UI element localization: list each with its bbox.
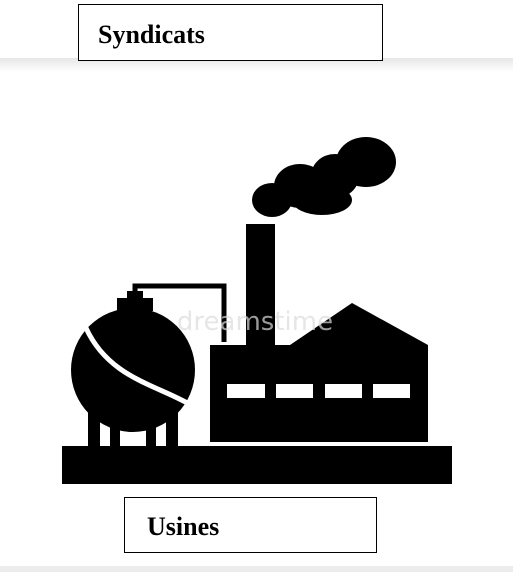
factory-picture: dreamstime bbox=[0, 0, 513, 572]
label-box: Syndicats bbox=[78, 4, 383, 61]
page: dreamstime Syndicats Usines bbox=[0, 0, 513, 572]
label-box: Usines bbox=[124, 497, 377, 553]
picture-edge bbox=[0, 566, 513, 572]
watermark: dreamstime bbox=[177, 307, 333, 337]
